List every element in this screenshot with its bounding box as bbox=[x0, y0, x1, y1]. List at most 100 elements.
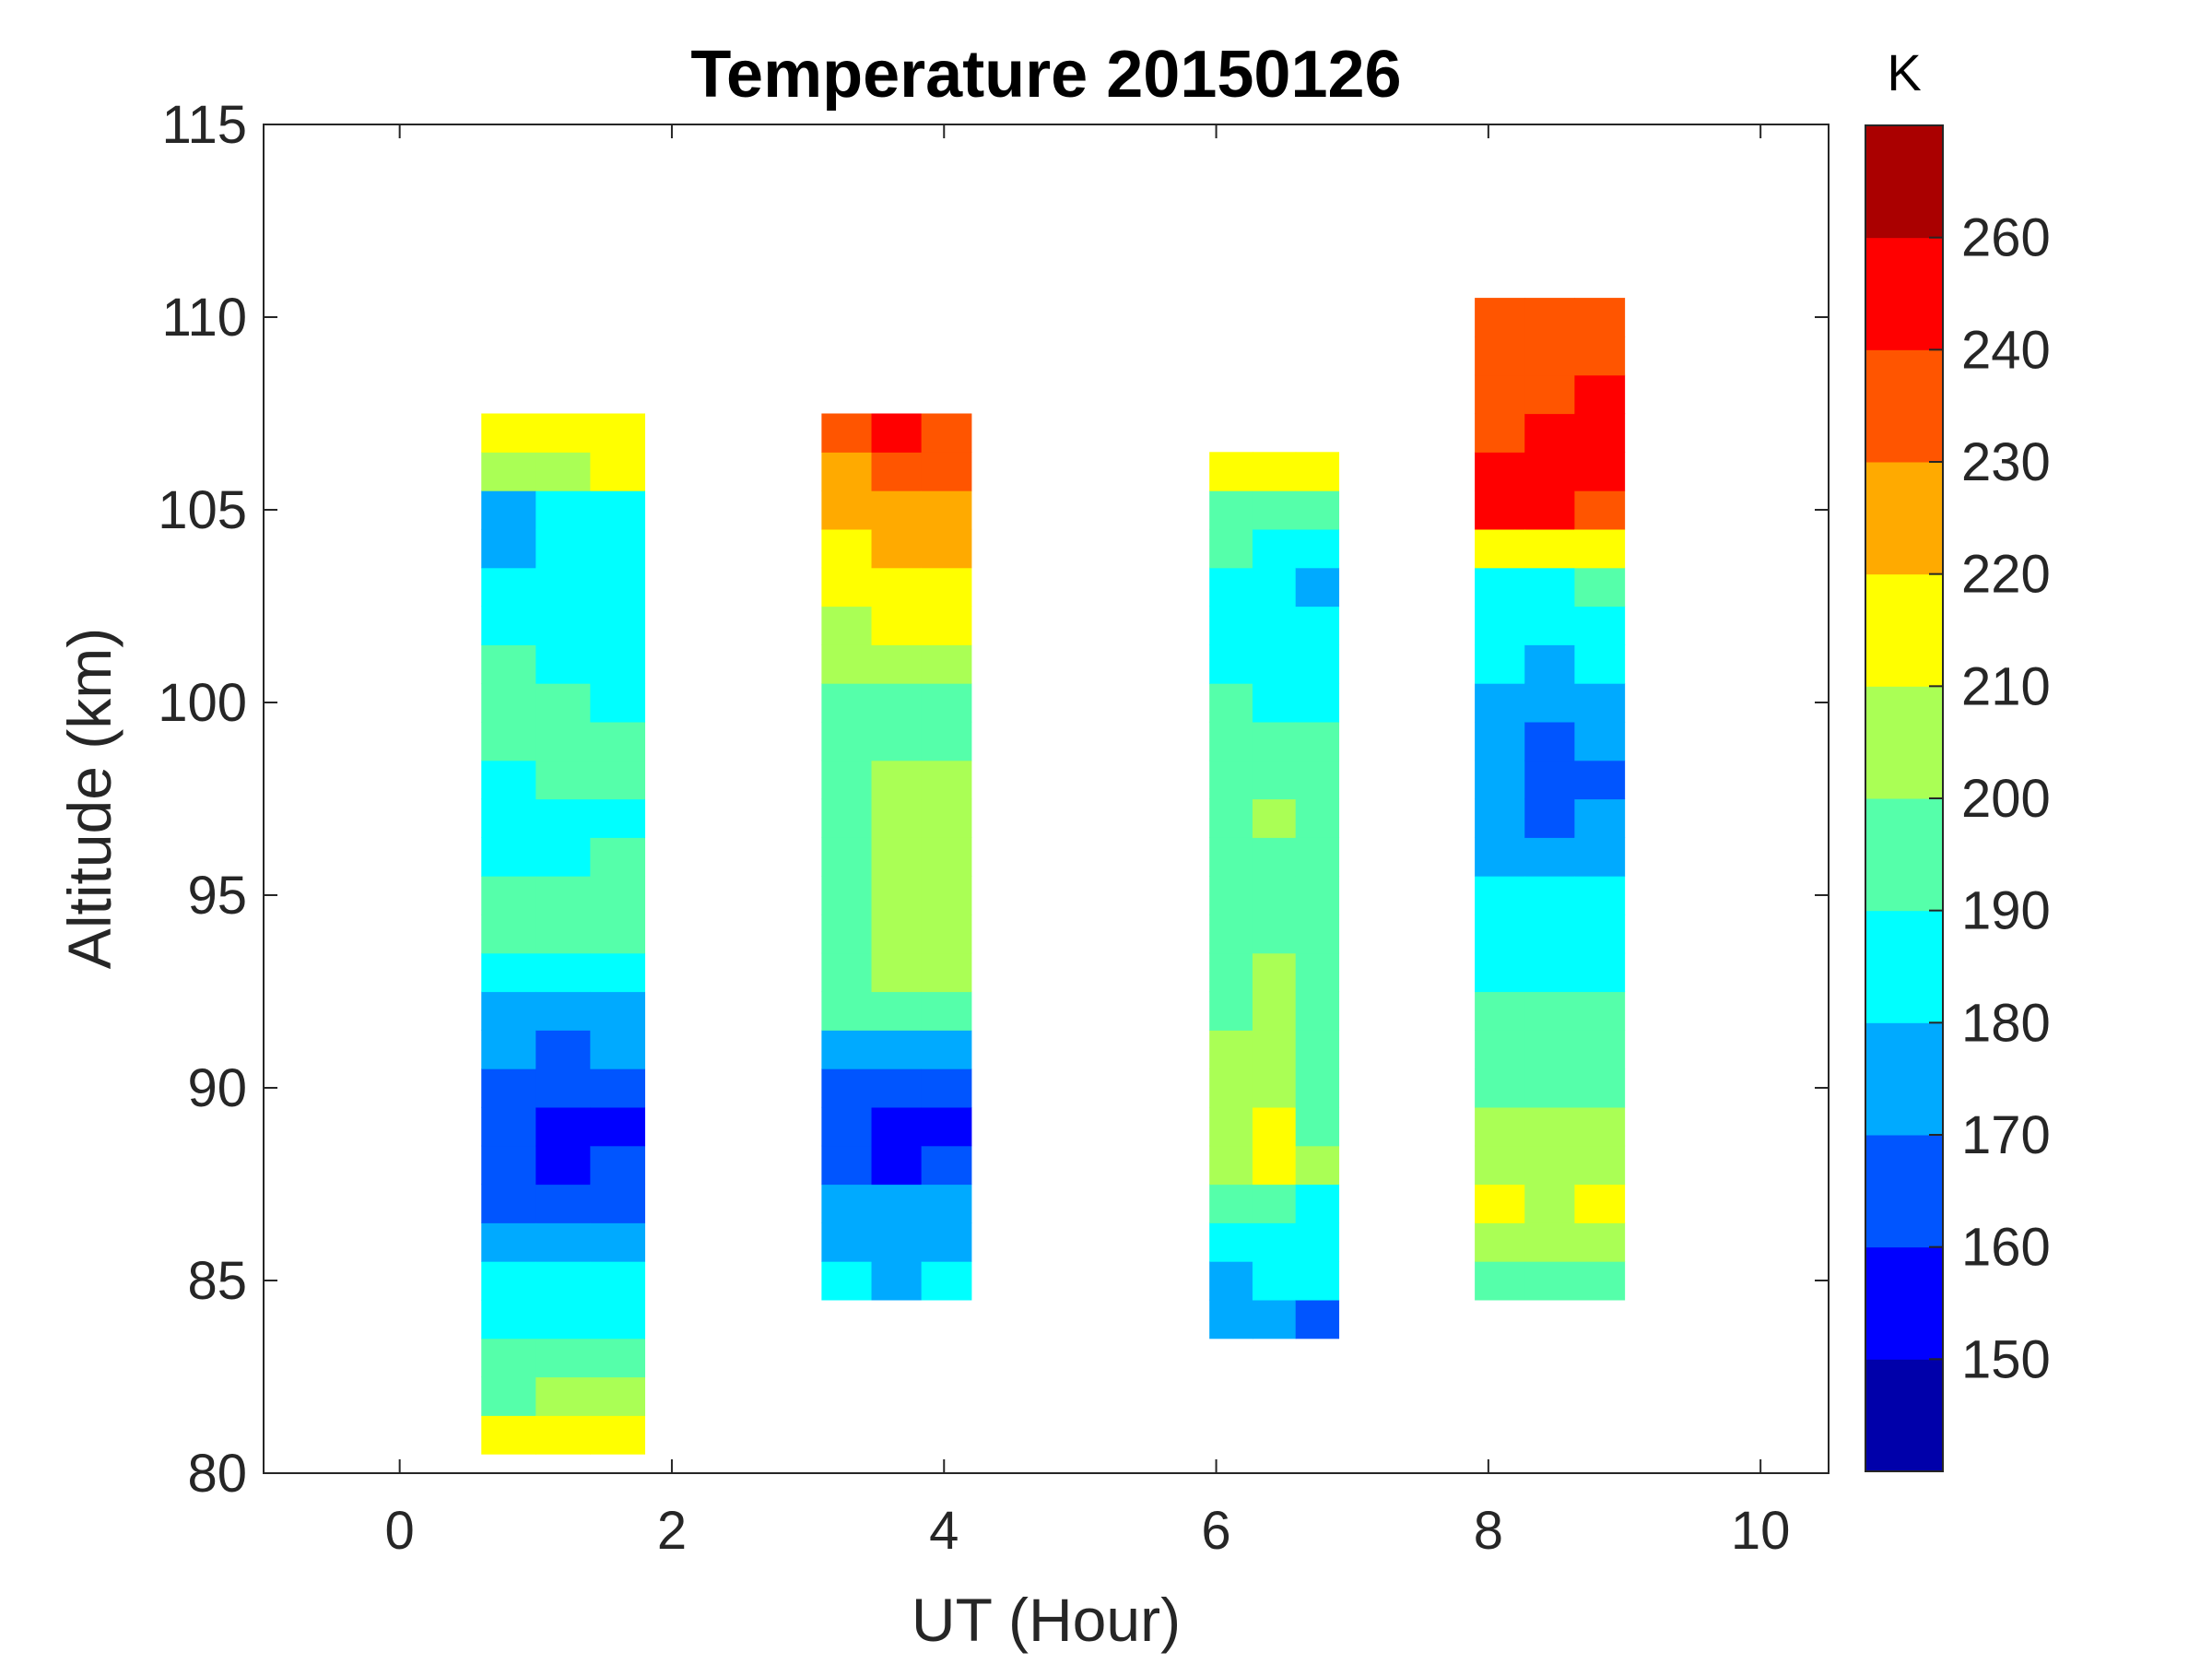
contour-cell bbox=[1252, 914, 1297, 954]
contour-cell bbox=[590, 798, 646, 838]
contour-cell bbox=[1295, 683, 1340, 723]
contour-cell bbox=[871, 798, 923, 838]
contour-cell bbox=[921, 1184, 972, 1223]
contour-cell bbox=[481, 1222, 536, 1262]
contour-cell bbox=[590, 876, 646, 915]
contour-cell bbox=[590, 606, 646, 645]
contour-cell bbox=[1574, 837, 1626, 877]
contour-cell bbox=[1574, 413, 1626, 453]
contour-cell bbox=[1524, 1106, 1575, 1147]
contour-cell bbox=[1252, 876, 1297, 915]
contour-cell bbox=[481, 1261, 536, 1301]
plot-area-frame bbox=[263, 124, 1830, 1474]
contour-cell bbox=[590, 721, 646, 761]
contour-cell bbox=[1209, 914, 1253, 954]
contour-cell bbox=[821, 606, 873, 645]
contour-cell bbox=[1524, 490, 1575, 530]
contour-cell bbox=[1209, 1106, 1253, 1147]
contour-cell bbox=[590, 528, 646, 569]
y-axis: 80 85 90 95 100 105 110 115 bbox=[158, 95, 1829, 1504]
contour-cell bbox=[1475, 876, 1525, 915]
colorbar-band bbox=[1865, 798, 1943, 912]
contour-cell bbox=[1524, 952, 1575, 993]
contour-cell bbox=[1524, 1261, 1575, 1301]
contour-cell bbox=[1209, 644, 1253, 684]
contour-cell bbox=[1574, 1030, 1626, 1069]
contour-cell bbox=[871, 606, 923, 645]
contour-cell bbox=[871, 490, 923, 530]
colorbar-tick-label: 230 bbox=[1961, 432, 2051, 492]
contour-cell bbox=[871, 914, 923, 954]
contour-cell bbox=[1295, 837, 1340, 877]
contour-cell bbox=[921, 952, 972, 993]
contour-cell bbox=[1475, 991, 1525, 1031]
contour-cell bbox=[1209, 991, 1253, 1031]
contour-cell bbox=[821, 876, 873, 915]
contour-cell bbox=[1252, 452, 1297, 491]
contour-cell bbox=[921, 876, 972, 915]
contour-cell bbox=[1574, 952, 1626, 993]
contour-cell bbox=[1295, 452, 1340, 491]
contour-cell bbox=[1524, 1068, 1575, 1108]
contour-cell bbox=[821, 952, 873, 993]
contour-cell bbox=[821, 1145, 873, 1186]
contour-cell bbox=[1574, 1222, 1626, 1262]
contour-cell bbox=[921, 1145, 972, 1186]
contour-cell bbox=[1475, 490, 1525, 530]
contour-cell bbox=[921, 644, 972, 684]
contour-cell bbox=[871, 1222, 923, 1262]
contour-cell bbox=[1209, 490, 1253, 530]
contour-cell bbox=[921, 798, 972, 838]
contour-cell bbox=[1524, 413, 1575, 453]
contour-cell bbox=[1475, 1222, 1525, 1262]
contour-cell bbox=[821, 490, 873, 530]
contour-cell bbox=[871, 528, 923, 569]
contour-cell bbox=[535, 1222, 591, 1262]
contour-cell bbox=[1475, 760, 1525, 800]
contour-cell bbox=[481, 452, 536, 491]
contour-cell bbox=[590, 413, 646, 453]
contour-cell bbox=[1252, 991, 1297, 1031]
contour-cell bbox=[1252, 837, 1297, 877]
contour-cell bbox=[1252, 721, 1297, 761]
contour-cell bbox=[1475, 1030, 1525, 1069]
colorbar-tick-label: 160 bbox=[1961, 1218, 2051, 1278]
contour-cell bbox=[921, 914, 972, 954]
contour-cell bbox=[481, 1068, 536, 1108]
contour-cell bbox=[1524, 683, 1575, 723]
contour-cell bbox=[1209, 798, 1253, 838]
contour-cell bbox=[1252, 1299, 1297, 1339]
contour-cell bbox=[1295, 1030, 1340, 1069]
contour-cell bbox=[1524, 991, 1575, 1031]
y-tick-label: 115 bbox=[162, 95, 247, 155]
colorbar: 150 160 170 180 190 200 210 220 230 240 260 bbox=[1865, 124, 2051, 1472]
contour-cell bbox=[1209, 1184, 1253, 1223]
contour-cell bbox=[535, 1184, 591, 1223]
contour-cell bbox=[1295, 1261, 1340, 1301]
contour-cell bbox=[921, 721, 972, 761]
contour-cell bbox=[821, 644, 873, 684]
contour-cell bbox=[590, 1030, 646, 1069]
contour-cell bbox=[1295, 644, 1340, 684]
contour-cell bbox=[1524, 837, 1575, 877]
x-tick-label: 4 bbox=[929, 1501, 959, 1561]
contour-cell bbox=[921, 567, 972, 608]
contour-cell bbox=[1475, 1261, 1525, 1301]
contour-cell bbox=[1209, 452, 1253, 491]
contour-cell bbox=[1524, 876, 1575, 915]
colorbar-tick-label: 180 bbox=[1961, 993, 2051, 1053]
contour-cell bbox=[1252, 1261, 1297, 1301]
contour-cell bbox=[821, 1030, 873, 1069]
contour-cell bbox=[590, 567, 646, 608]
contour-cell bbox=[481, 1415, 536, 1455]
colorbar-tick-label: 210 bbox=[1961, 656, 2051, 716]
contour-cell bbox=[1574, 490, 1626, 530]
contour-cell bbox=[821, 837, 873, 877]
colorbar-tick-label: 240 bbox=[1961, 320, 2051, 380]
contour-cell bbox=[590, 644, 646, 684]
contour-cell bbox=[871, 1106, 923, 1147]
contour-cell bbox=[535, 837, 591, 877]
contour-cell bbox=[1295, 798, 1340, 838]
contour-cell bbox=[871, 837, 923, 877]
